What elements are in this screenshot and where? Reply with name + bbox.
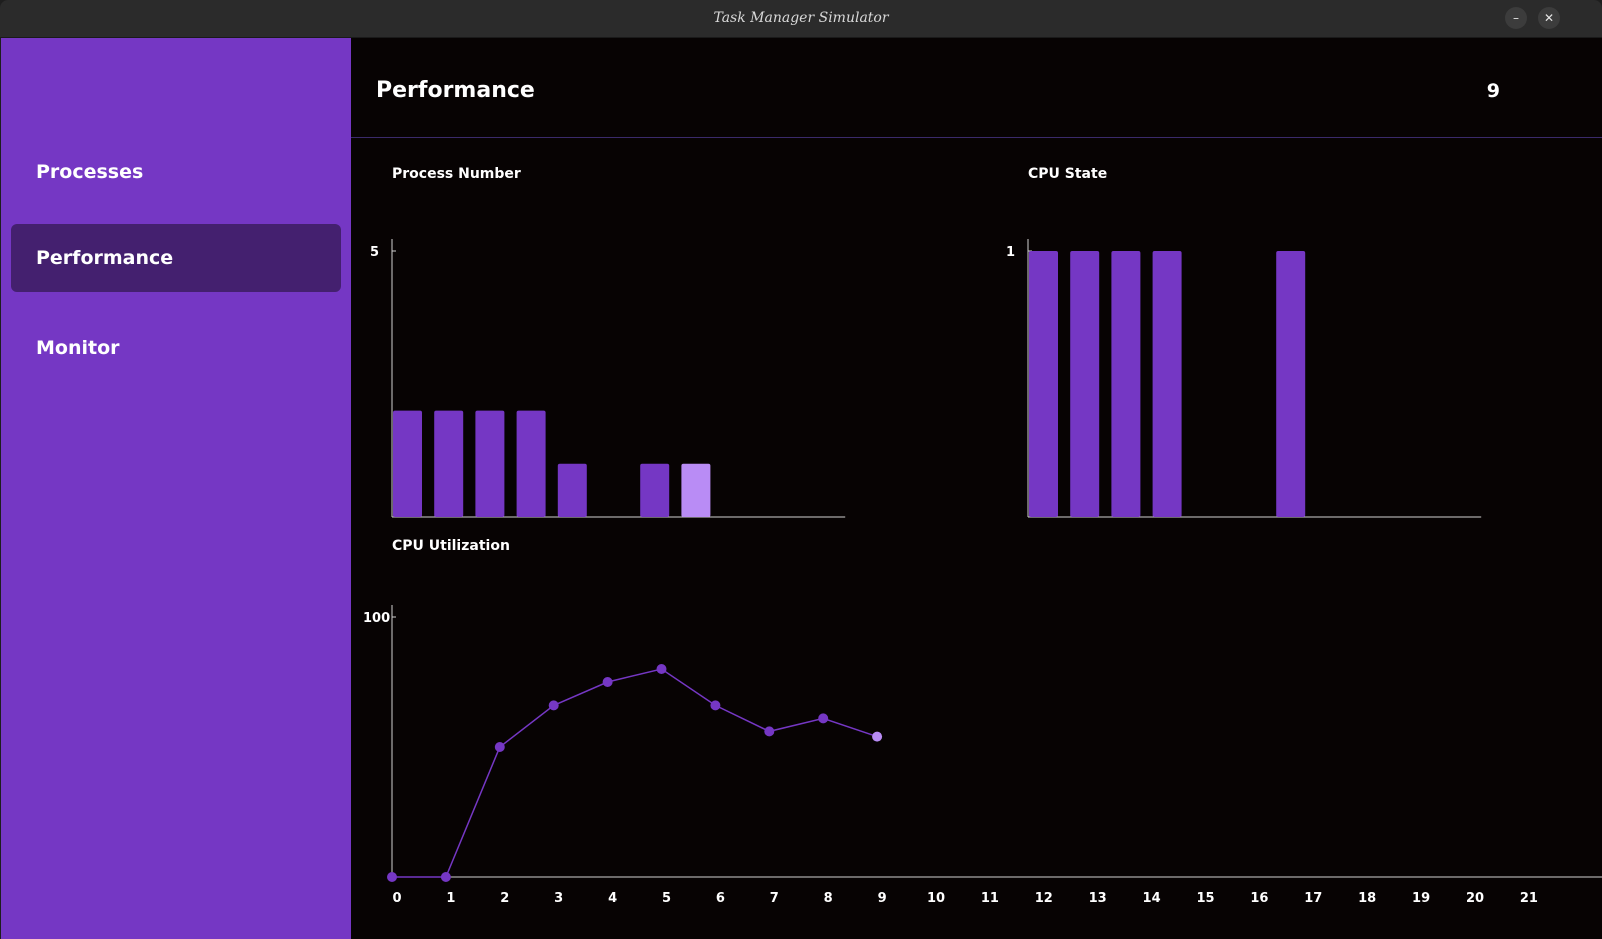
page-header: Performance 9 — [351, 38, 1602, 138]
bar — [393, 410, 422, 517]
window-title: Task Manager Simulator — [713, 10, 889, 26]
x-tick-label: 7 — [770, 891, 779, 906]
y-tick-label: 1 — [1006, 245, 1015, 260]
bar — [1070, 251, 1100, 517]
sidebar-item-label: Processes — [36, 161, 144, 183]
x-tick-label: 19 — [1412, 891, 1430, 906]
data-point — [656, 664, 667, 674]
x-tick-label: 14 — [1143, 891, 1161, 906]
sidebar-item-monitor[interactable]: Monitor — [11, 314, 341, 382]
close-button[interactable]: ✕ — [1538, 7, 1560, 29]
data-point — [440, 872, 451, 882]
y-tick-label: 100 — [363, 611, 390, 626]
x-tick-label: 12 — [1035, 891, 1053, 906]
x-tick-label: 2 — [500, 891, 509, 906]
sidebar-item-performance[interactable]: Performance — [11, 224, 341, 292]
page-title: Performance — [376, 78, 535, 103]
bar — [1111, 251, 1141, 517]
x-tick-label: 17 — [1304, 891, 1322, 906]
process-count: 9 — [1486, 80, 1500, 102]
bar — [640, 463, 670, 517]
process-number-chart-title: Process Number — [392, 166, 521, 182]
bar — [1029, 251, 1058, 517]
x-tick-label: 21 — [1520, 891, 1538, 906]
data-point — [710, 700, 721, 711]
x-tick-label: 8 — [824, 891, 833, 906]
bar — [1152, 251, 1182, 517]
x-tick-label: 10 — [927, 891, 945, 906]
process-number-chart: 523456789101112 — [370, 239, 846, 518]
sidebar: Processes Performance Monitor — [1, 38, 351, 939]
data-point — [387, 872, 397, 882]
bar — [475, 410, 505, 517]
x-tick-label: 16 — [1250, 891, 1268, 906]
x-tick-label: 0 — [392, 891, 401, 906]
bar — [516, 410, 546, 517]
x-tick-label: 20 — [1466, 891, 1484, 906]
x-tick-label: 3 — [554, 891, 563, 906]
sidebar-item-label: Performance — [36, 247, 174, 269]
x-tick-label: 15 — [1196, 891, 1214, 906]
x-tick-label: 4 — [608, 891, 617, 906]
main-panel: Performance 9 Process Number 52345678910… — [351, 38, 1602, 939]
bar — [1276, 251, 1306, 517]
x-tick-label: 9 — [878, 891, 887, 906]
window-titlebar: Task Manager Simulator – ✕ — [0, 0, 1602, 38]
x-tick-label: 6 — [716, 891, 725, 906]
data-point — [548, 700, 559, 711]
x-tick-label: 1 — [446, 891, 455, 906]
sidebar-item-label: Monitor — [36, 337, 120, 359]
bar — [681, 463, 711, 517]
data-point — [764, 726, 775, 737]
x-tick-label: 13 — [1089, 891, 1107, 906]
data-point — [494, 742, 505, 752]
x-tick-label: 11 — [981, 891, 999, 906]
data-point — [818, 713, 829, 724]
bar — [557, 463, 587, 517]
data-point — [872, 731, 883, 742]
cpu-utilization-chart-title: CPU Utilization — [392, 538, 510, 554]
sidebar-item-processes[interactable]: Processes — [11, 138, 341, 206]
y-tick-label: 5 — [370, 245, 379, 260]
x-tick-label: 5 — [662, 891, 671, 906]
data-point — [602, 677, 613, 687]
cpu-state-chart-title: CPU State — [1028, 166, 1108, 182]
minimize-button[interactable]: – — [1505, 7, 1527, 29]
cpu-utilization-line — [392, 668, 878, 878]
x-tick-label: 18 — [1358, 891, 1376, 906]
bar — [434, 410, 464, 517]
